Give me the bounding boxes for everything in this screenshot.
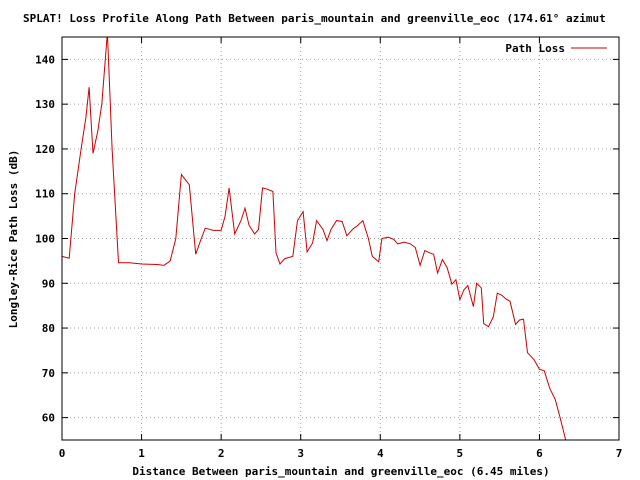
x-tick-label: 0 — [59, 447, 66, 460]
y-tick-label: 100 — [35, 233, 55, 246]
ticks-layer: 0 1 2 3 4 5 6 7 60 70 80 90 100 110 120 130 140 — [35, 37, 622, 460]
y-tick-label: 80 — [42, 322, 55, 335]
y-axis-title: Longley-Rice Path Loss (dB) — [7, 150, 20, 329]
series-layer — [62, 37, 567, 440]
series-line-path-loss — [62, 37, 567, 440]
y-tick-label: 140 — [35, 53, 55, 66]
y-tick-label: 130 — [35, 98, 55, 111]
x-axis-title: Distance Between paris_mountain and gree… — [132, 465, 549, 478]
x-tick-label: 1 — [138, 447, 145, 460]
x-tick-label: 5 — [457, 447, 464, 460]
x-tick-label: 3 — [297, 447, 304, 460]
y-tick-label: 70 — [42, 367, 55, 380]
y-tick-label: 90 — [42, 277, 55, 290]
legend-label-path-loss: Path Loss — [505, 42, 565, 55]
y-tick-label: 110 — [35, 188, 55, 201]
chart-title: SPLAT! Loss Profile Along Path Between p… — [23, 12, 606, 25]
x-tick-label: 2 — [218, 447, 225, 460]
grid-layer — [62, 37, 619, 440]
y-tick-label: 120 — [35, 143, 55, 156]
y-tick-label: 60 — [42, 412, 55, 425]
x-tick-label: 4 — [377, 447, 384, 460]
x-tick-label: 7 — [616, 447, 623, 460]
legend: Path Loss — [505, 42, 607, 55]
x-tick-label: 6 — [536, 447, 543, 460]
